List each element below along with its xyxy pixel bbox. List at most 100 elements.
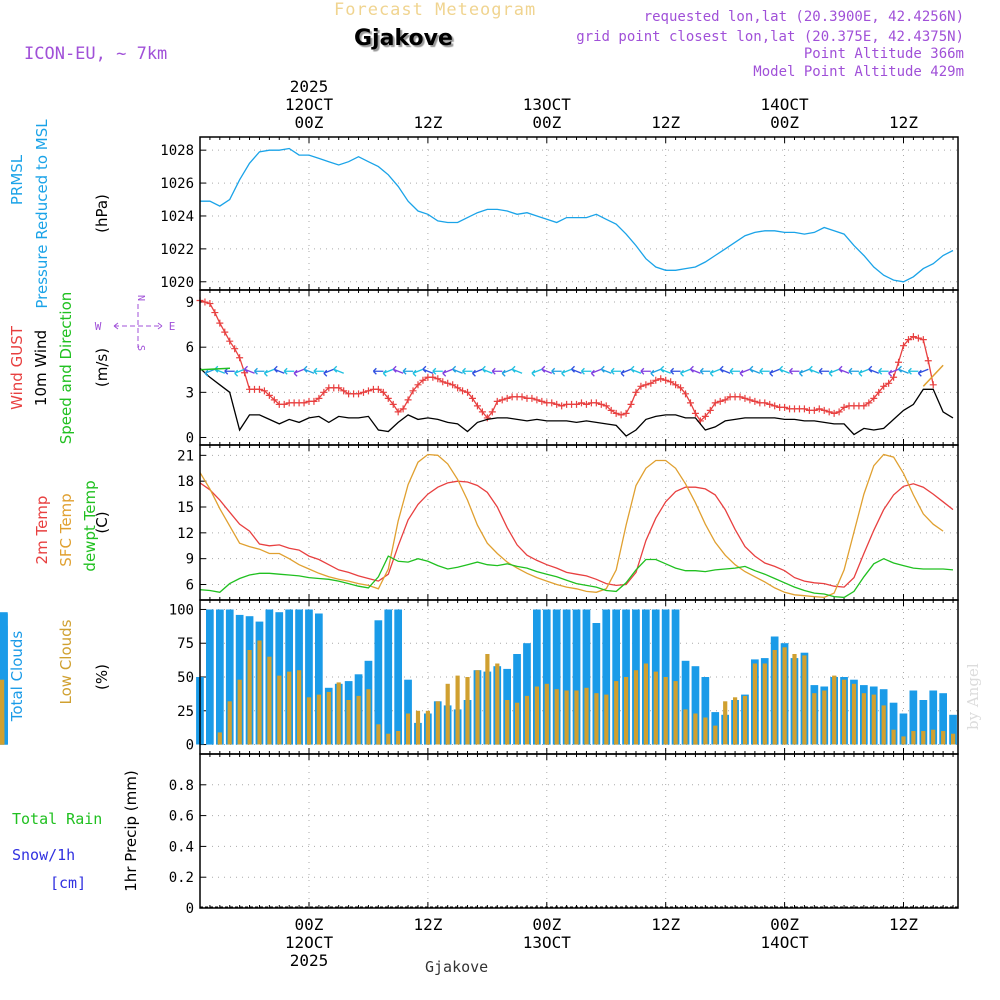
low-cloud-bar [396, 731, 401, 745]
wind-direction-arrow [199, 367, 231, 371]
ytick-label: 0 [186, 430, 194, 446]
gust-marker [622, 409, 630, 417]
gust-marker [711, 399, 719, 407]
wind-direction-arrow [531, 368, 543, 377]
wind-direction-arrow [273, 365, 285, 374]
ytick-label: 1028 [160, 143, 194, 159]
gust-marker [260, 387, 268, 395]
gust-marker [800, 405, 808, 413]
wind-direction-arrow [491, 367, 503, 375]
gust-marker [206, 300, 214, 308]
panel-frame [199, 444, 959, 601]
gust-marker [404, 396, 412, 404]
top-axis-date: 12OCT [285, 95, 334, 114]
total-cloud-bar [939, 693, 947, 745]
total-cloud-bar [305, 609, 313, 745]
low-cloud-bar [832, 675, 837, 745]
ytick-label: 0.6 [169, 809, 194, 825]
wind-direction-arrow [620, 368, 632, 377]
bottom-axis-date: 12OCT [285, 933, 334, 952]
wind-direction-arrow [922, 364, 944, 387]
panel-ylabel: 1hr Precip (mm) [122, 770, 140, 891]
panel-label: [cm] [50, 874, 86, 892]
wind-direction-arrow [759, 367, 770, 375]
total-cloud-bar [671, 609, 680, 745]
series-sfc-temp [199, 453, 944, 599]
low-cloud-bar [574, 690, 579, 745]
gust-marker [885, 379, 893, 387]
low-cloud-bar [643, 663, 648, 745]
total-cloud-bar [919, 700, 928, 745]
gust-marker [473, 402, 481, 410]
low-cloud-bar [415, 710, 421, 745]
wind-direction-arrow [630, 365, 642, 374]
low-cloud-bar [604, 694, 609, 745]
total-cloud-bar [701, 677, 710, 745]
bottom-axis-date: 13OCT [523, 933, 572, 952]
low-cloud-bar [515, 702, 520, 745]
gust-marker [627, 400, 635, 408]
panel-label: Snow/1h [12, 846, 75, 864]
low-cloud-bar [802, 655, 807, 745]
low-cloud-bar [564, 690, 569, 745]
wind-direction-arrow [749, 365, 761, 374]
low-cloud-bar [495, 663, 500, 745]
series-2m-temp [199, 480, 954, 588]
gust-marker [919, 336, 927, 344]
low-cloud-bar [614, 681, 619, 745]
gust-marker [672, 381, 680, 389]
panel-wind [114, 290, 959, 446]
top-axis-date: 13OCT [523, 95, 572, 114]
low-cloud-bar [435, 701, 440, 745]
wind-direction-arrow [878, 367, 889, 375]
model-label: ICON-EU, ~ 7km [24, 44, 168, 64]
gust-marker [835, 408, 843, 416]
gust-marker [459, 387, 467, 395]
gust-marker [840, 403, 848, 411]
panel-label: 10m Wind [32, 330, 50, 406]
low-cloud-bar [475, 670, 480, 745]
low-cloud-bar [663, 677, 668, 745]
low-cloud-bar [257, 640, 262, 745]
low-cloud-bar [931, 729, 936, 745]
top-axis-time: 12Z [651, 113, 680, 132]
low-cloud-bar [366, 689, 371, 745]
total-cloud-bar [0, 613, 8, 745]
gust-marker [488, 408, 496, 416]
top-axis-time: 00Z [295, 113, 324, 132]
gust-marker [642, 381, 650, 389]
ytick-label: 1026 [160, 176, 194, 192]
gust-marker [890, 373, 898, 381]
gust-marker [483, 414, 491, 422]
wind-direction-arrow [689, 365, 701, 374]
gust-marker [761, 399, 769, 407]
gust-marker [667, 378, 675, 386]
gust-marker [607, 406, 615, 414]
wind-direction-arrow [561, 368, 572, 377]
panel-label: Pressure Reduced to MSL [33, 119, 51, 309]
wind-direction-arrow [313, 367, 324, 375]
gust-marker [691, 409, 699, 417]
gust-marker [652, 376, 660, 384]
gust-marker [255, 385, 263, 393]
ytick-label: 6 [186, 578, 194, 594]
wind-direction-arrow [590, 368, 602, 377]
gust-marker [682, 390, 690, 398]
compass-label: E [169, 320, 176, 333]
wind-direction-arrow [680, 368, 691, 377]
gust-marker [355, 390, 363, 398]
low-cloud-bar [941, 731, 946, 745]
panel-label: Total Clouds [8, 631, 26, 723]
low-cloud-bar [465, 677, 470, 745]
gust-marker [464, 388, 472, 396]
low-cloud-bar [633, 670, 639, 745]
gust-marker [592, 399, 600, 407]
series-prmsl [200, 147, 954, 283]
gust-marker [399, 405, 407, 413]
total-cloud-bar [612, 609, 620, 745]
wind-direction-arrow [650, 368, 662, 377]
model-point-altitude: Model Point Altitude 429m [753, 64, 964, 80]
wind-direction-arrow [818, 367, 830, 375]
gust-marker [647, 379, 655, 387]
ytick-label: 1020 [160, 275, 194, 291]
